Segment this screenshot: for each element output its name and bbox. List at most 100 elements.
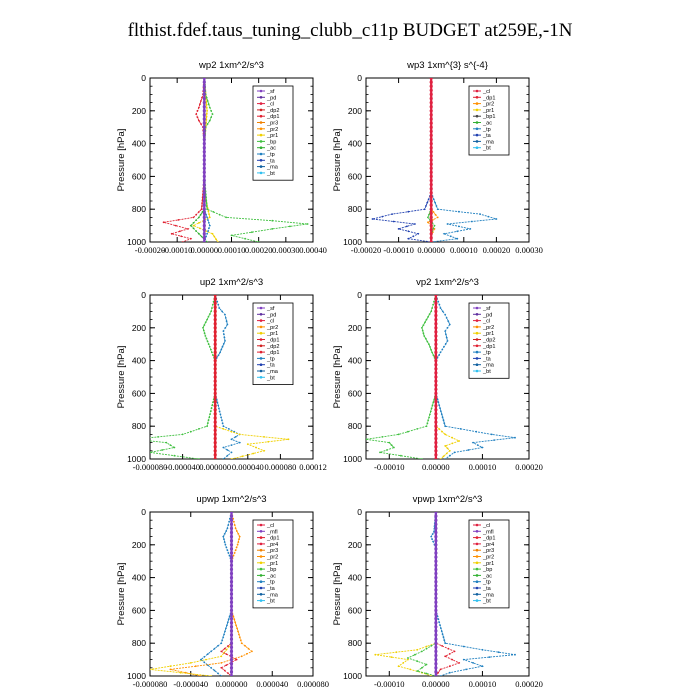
legend-marker bbox=[475, 586, 479, 590]
legend-marker bbox=[475, 580, 479, 583]
data-point bbox=[224, 317, 227, 319]
data-point bbox=[462, 645, 465, 648]
data-point bbox=[201, 96, 203, 99]
data-point bbox=[213, 305, 217, 309]
data-point bbox=[239, 639, 242, 642]
data-point bbox=[407, 210, 410, 213]
data-point bbox=[207, 419, 210, 422]
data-point bbox=[434, 649, 438, 654]
data-point bbox=[434, 563, 438, 567]
legend-entry: _bt bbox=[266, 171, 275, 177]
data-point bbox=[208, 119, 211, 122]
data-point bbox=[181, 433, 184, 436]
data-point bbox=[429, 154, 433, 158]
data-point bbox=[424, 321, 426, 324]
legend-entry: _pr2 bbox=[482, 325, 494, 331]
legend-marker bbox=[475, 108, 479, 112]
data-point bbox=[210, 407, 213, 410]
data-point bbox=[133, 438, 135, 440]
data-point bbox=[434, 666, 438, 670]
data-point bbox=[429, 78, 433, 80]
data-point bbox=[226, 323, 229, 326]
data-point bbox=[434, 350, 438, 354]
data-point bbox=[433, 398, 436, 401]
legend-entry: _dp2 bbox=[266, 108, 279, 114]
data-point bbox=[213, 408, 217, 412]
data-point bbox=[205, 115, 208, 118]
data-point bbox=[434, 213, 437, 216]
data-point bbox=[213, 346, 217, 350]
data-point bbox=[208, 346, 211, 348]
data-point bbox=[211, 351, 213, 354]
x-tick-label: 0.00010 bbox=[469, 679, 497, 689]
data-point bbox=[434, 571, 438, 576]
data-point bbox=[202, 137, 206, 142]
data-point bbox=[205, 213, 208, 216]
data-point bbox=[202, 187, 206, 191]
data-point bbox=[434, 539, 438, 543]
data-point bbox=[198, 119, 200, 122]
data-point bbox=[217, 404, 220, 407]
data-point bbox=[458, 662, 460, 664]
data-point bbox=[201, 202, 204, 205]
legend-marker bbox=[259, 171, 263, 175]
legend-marker bbox=[475, 369, 479, 373]
data-point bbox=[432, 211, 435, 213]
data-point bbox=[237, 541, 240, 543]
data-point bbox=[434, 201, 436, 204]
data-point bbox=[434, 436, 438, 441]
data-point bbox=[458, 210, 460, 213]
data-point bbox=[222, 330, 225, 332]
data-point bbox=[207, 219, 209, 222]
data-point bbox=[475, 430, 478, 433]
data-point bbox=[236, 530, 238, 532]
series-line-bp bbox=[150, 295, 216, 459]
data-point bbox=[210, 666, 213, 669]
y-tick-label: 800 bbox=[132, 421, 146, 431]
data-point bbox=[202, 326, 204, 329]
data-point bbox=[194, 665, 197, 668]
data-point bbox=[229, 512, 234, 514]
y-tick-label: 0 bbox=[357, 73, 362, 83]
y-tick-label: 200 bbox=[132, 323, 146, 333]
data-point bbox=[429, 174, 433, 178]
data-point bbox=[229, 535, 234, 539]
data-point bbox=[434, 592, 438, 596]
data-point bbox=[221, 419, 223, 422]
data-point bbox=[416, 428, 419, 430]
data-point bbox=[434, 354, 438, 359]
legend-entry: _dp1 bbox=[266, 114, 279, 120]
legend-marker bbox=[475, 542, 479, 546]
data-point bbox=[434, 449, 438, 453]
data-point bbox=[223, 541, 226, 543]
data-point bbox=[213, 416, 217, 420]
data-point bbox=[213, 379, 217, 383]
data-point bbox=[429, 166, 433, 170]
data-point bbox=[213, 400, 217, 404]
data-point bbox=[388, 441, 391, 444]
x-tick-label: 0.000040 bbox=[232, 462, 264, 472]
legend-entry: _tp bbox=[266, 152, 275, 158]
x-tick-label: 0.00020 bbox=[245, 245, 273, 255]
data-point bbox=[391, 213, 393, 216]
legend-entry: _tp bbox=[482, 350, 491, 356]
y-tick-label: 200 bbox=[348, 323, 362, 333]
data-point bbox=[200, 100, 202, 102]
data-point bbox=[202, 183, 206, 187]
data-point bbox=[206, 100, 209, 102]
data-point bbox=[425, 663, 428, 666]
data-point bbox=[426, 340, 429, 343]
legend-entry: _pr1 bbox=[266, 561, 278, 567]
data-point bbox=[267, 440, 270, 443]
data-point bbox=[241, 455, 244, 458]
data-point bbox=[434, 535, 438, 539]
data-point bbox=[229, 514, 234, 518]
data-point bbox=[229, 518, 234, 522]
data-point bbox=[221, 422, 224, 425]
data-point bbox=[238, 538, 240, 541]
data-point bbox=[202, 142, 206, 146]
data-point bbox=[216, 300, 219, 303]
data-point bbox=[229, 612, 234, 617]
data-point bbox=[196, 116, 199, 119]
legend-entry: _sf bbox=[266, 306, 275, 312]
